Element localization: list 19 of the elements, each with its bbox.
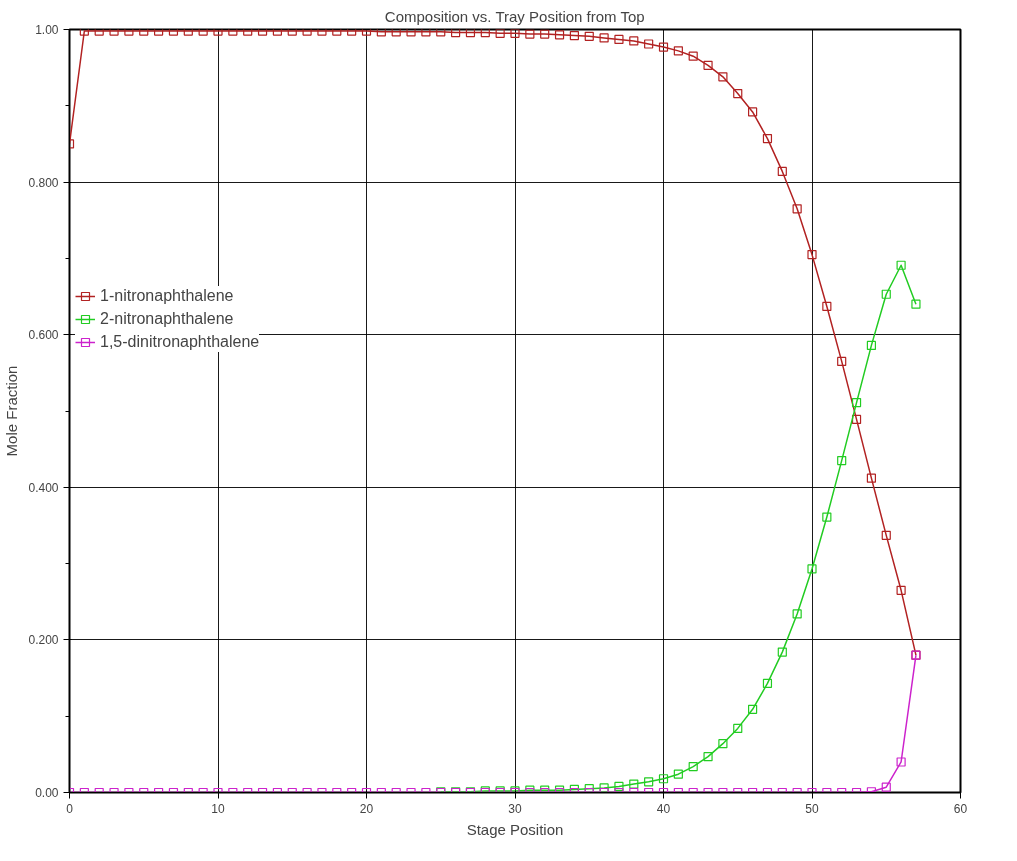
x-axis-title: Stage Position — [466, 820, 564, 838]
y-tick-label: 0.600 — [28, 328, 59, 343]
y-tick-label: 0.200 — [28, 633, 59, 648]
x-tick-label: 40 — [656, 801, 671, 816]
x-tick-label: 30 — [508, 801, 522, 816]
y-tick-label: 0.800 — [28, 175, 59, 190]
x-tick-label: 50 — [805, 801, 819, 816]
y-tick-label: 1.00 — [35, 23, 59, 37]
x-tick-label: 10 — [211, 801, 225, 816]
legend-label: 1,5-dinitronaphthalene — [100, 333, 260, 351]
x-tick-label: 20 — [359, 801, 374, 816]
y-tick-label: 0.400 — [28, 480, 59, 495]
y-axis-title: Mole Fraction — [3, 365, 21, 457]
chart-title: Composition vs. Tray Position from Top — [384, 7, 645, 25]
x-tick-label: 60 — [953, 801, 968, 816]
y-tick-label: 0.00 — [35, 786, 59, 800]
x-tick-label: 0 — [66, 801, 74, 816]
legend-label: 2-nitronaphthalene — [100, 310, 234, 328]
legend-label: 1-nitronaphthalene — [100, 287, 234, 305]
